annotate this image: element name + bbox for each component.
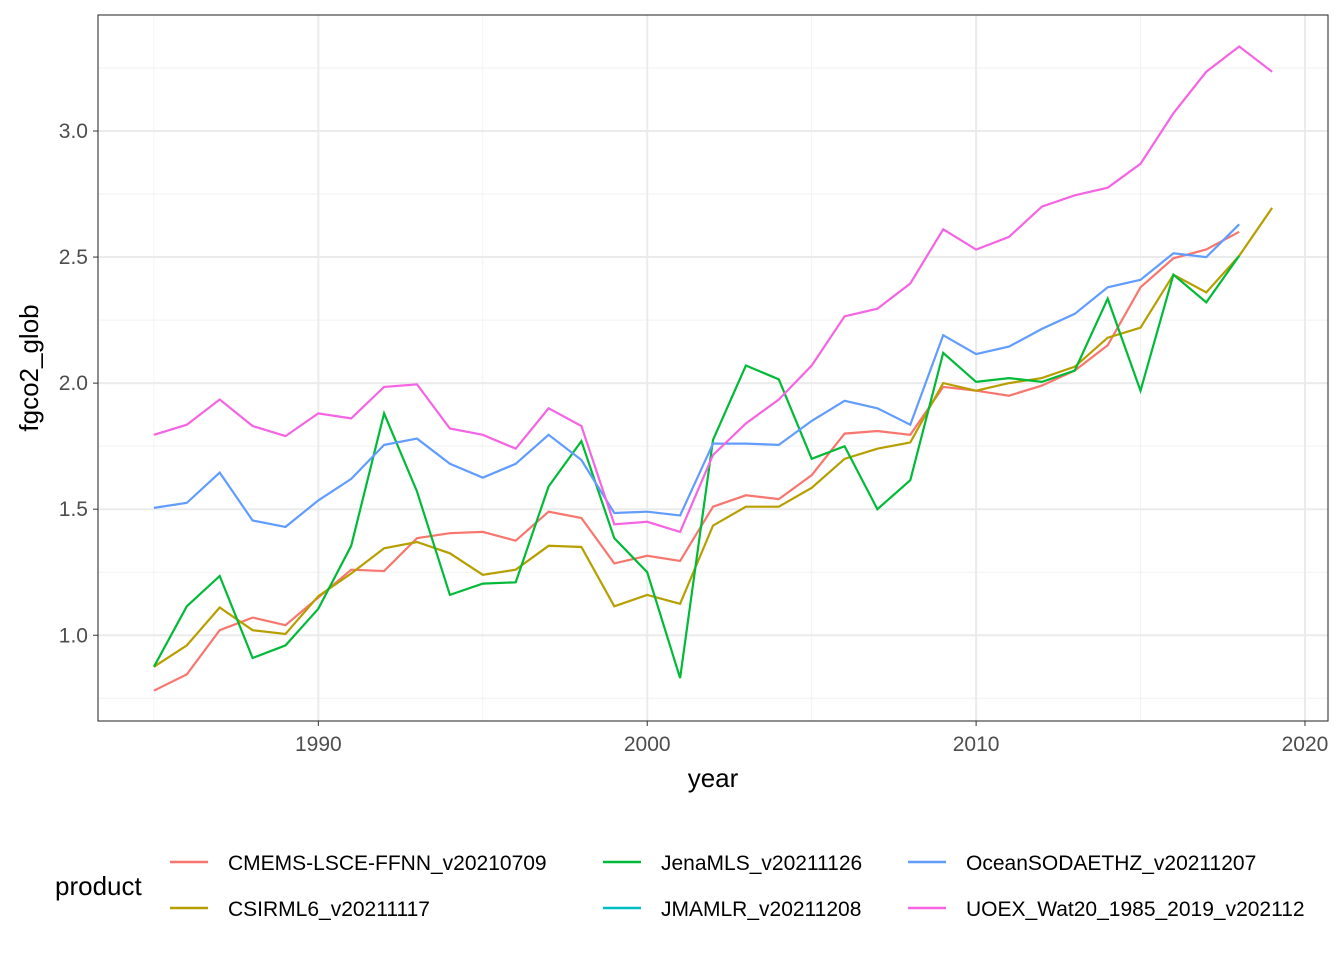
series-lines [152,45,1274,692]
y-axis-label: fgco2_glob [14,304,44,431]
x-axis-label: year [688,763,739,793]
y-tick-label: 3.0 [59,120,88,143]
grid [98,15,1328,721]
panel-border [97,14,1329,722]
series-line [153,230,1240,692]
x-tick-label: 2000 [624,733,671,756]
legend-label: JenaMLS_v20211126 [661,852,862,875]
y-tick-label: 2.0 [59,372,88,395]
legend-label: CSIRML6_v20211117 [228,898,430,921]
legend-label: UOEX_Wat20_1985_2019_v202112 [966,898,1305,921]
y-tick-label: 2.5 [59,246,88,269]
series-line [153,45,1273,534]
series-line [153,223,1240,529]
x-tick-label: 2020 [1282,733,1329,756]
y-tick-label: 1.5 [59,498,88,521]
legend-label: CMEMS-LSCE-FFNN_v20210709 [228,852,547,875]
x-tick-label: 2010 [953,733,1000,756]
legend-label: OceanSODAETHZ_v20211207 [966,852,1256,875]
legend: CMEMS-LSCE-FFNN_v20210709 CSIRML6_v202111… [170,852,1305,921]
x-axis: 1990 2000 2010 2020 [295,721,1328,756]
legend-title: product [55,871,142,901]
y-tick-label: 1.0 [59,624,88,647]
series-line [152,255,1241,679]
x-tick-label: 1990 [295,733,342,756]
y-axis: 1.0 1.5 2.0 2.5 3.0 [59,120,98,647]
legend-label: JMAMLR_v20211208 [661,898,861,921]
series-line [153,207,1274,668]
